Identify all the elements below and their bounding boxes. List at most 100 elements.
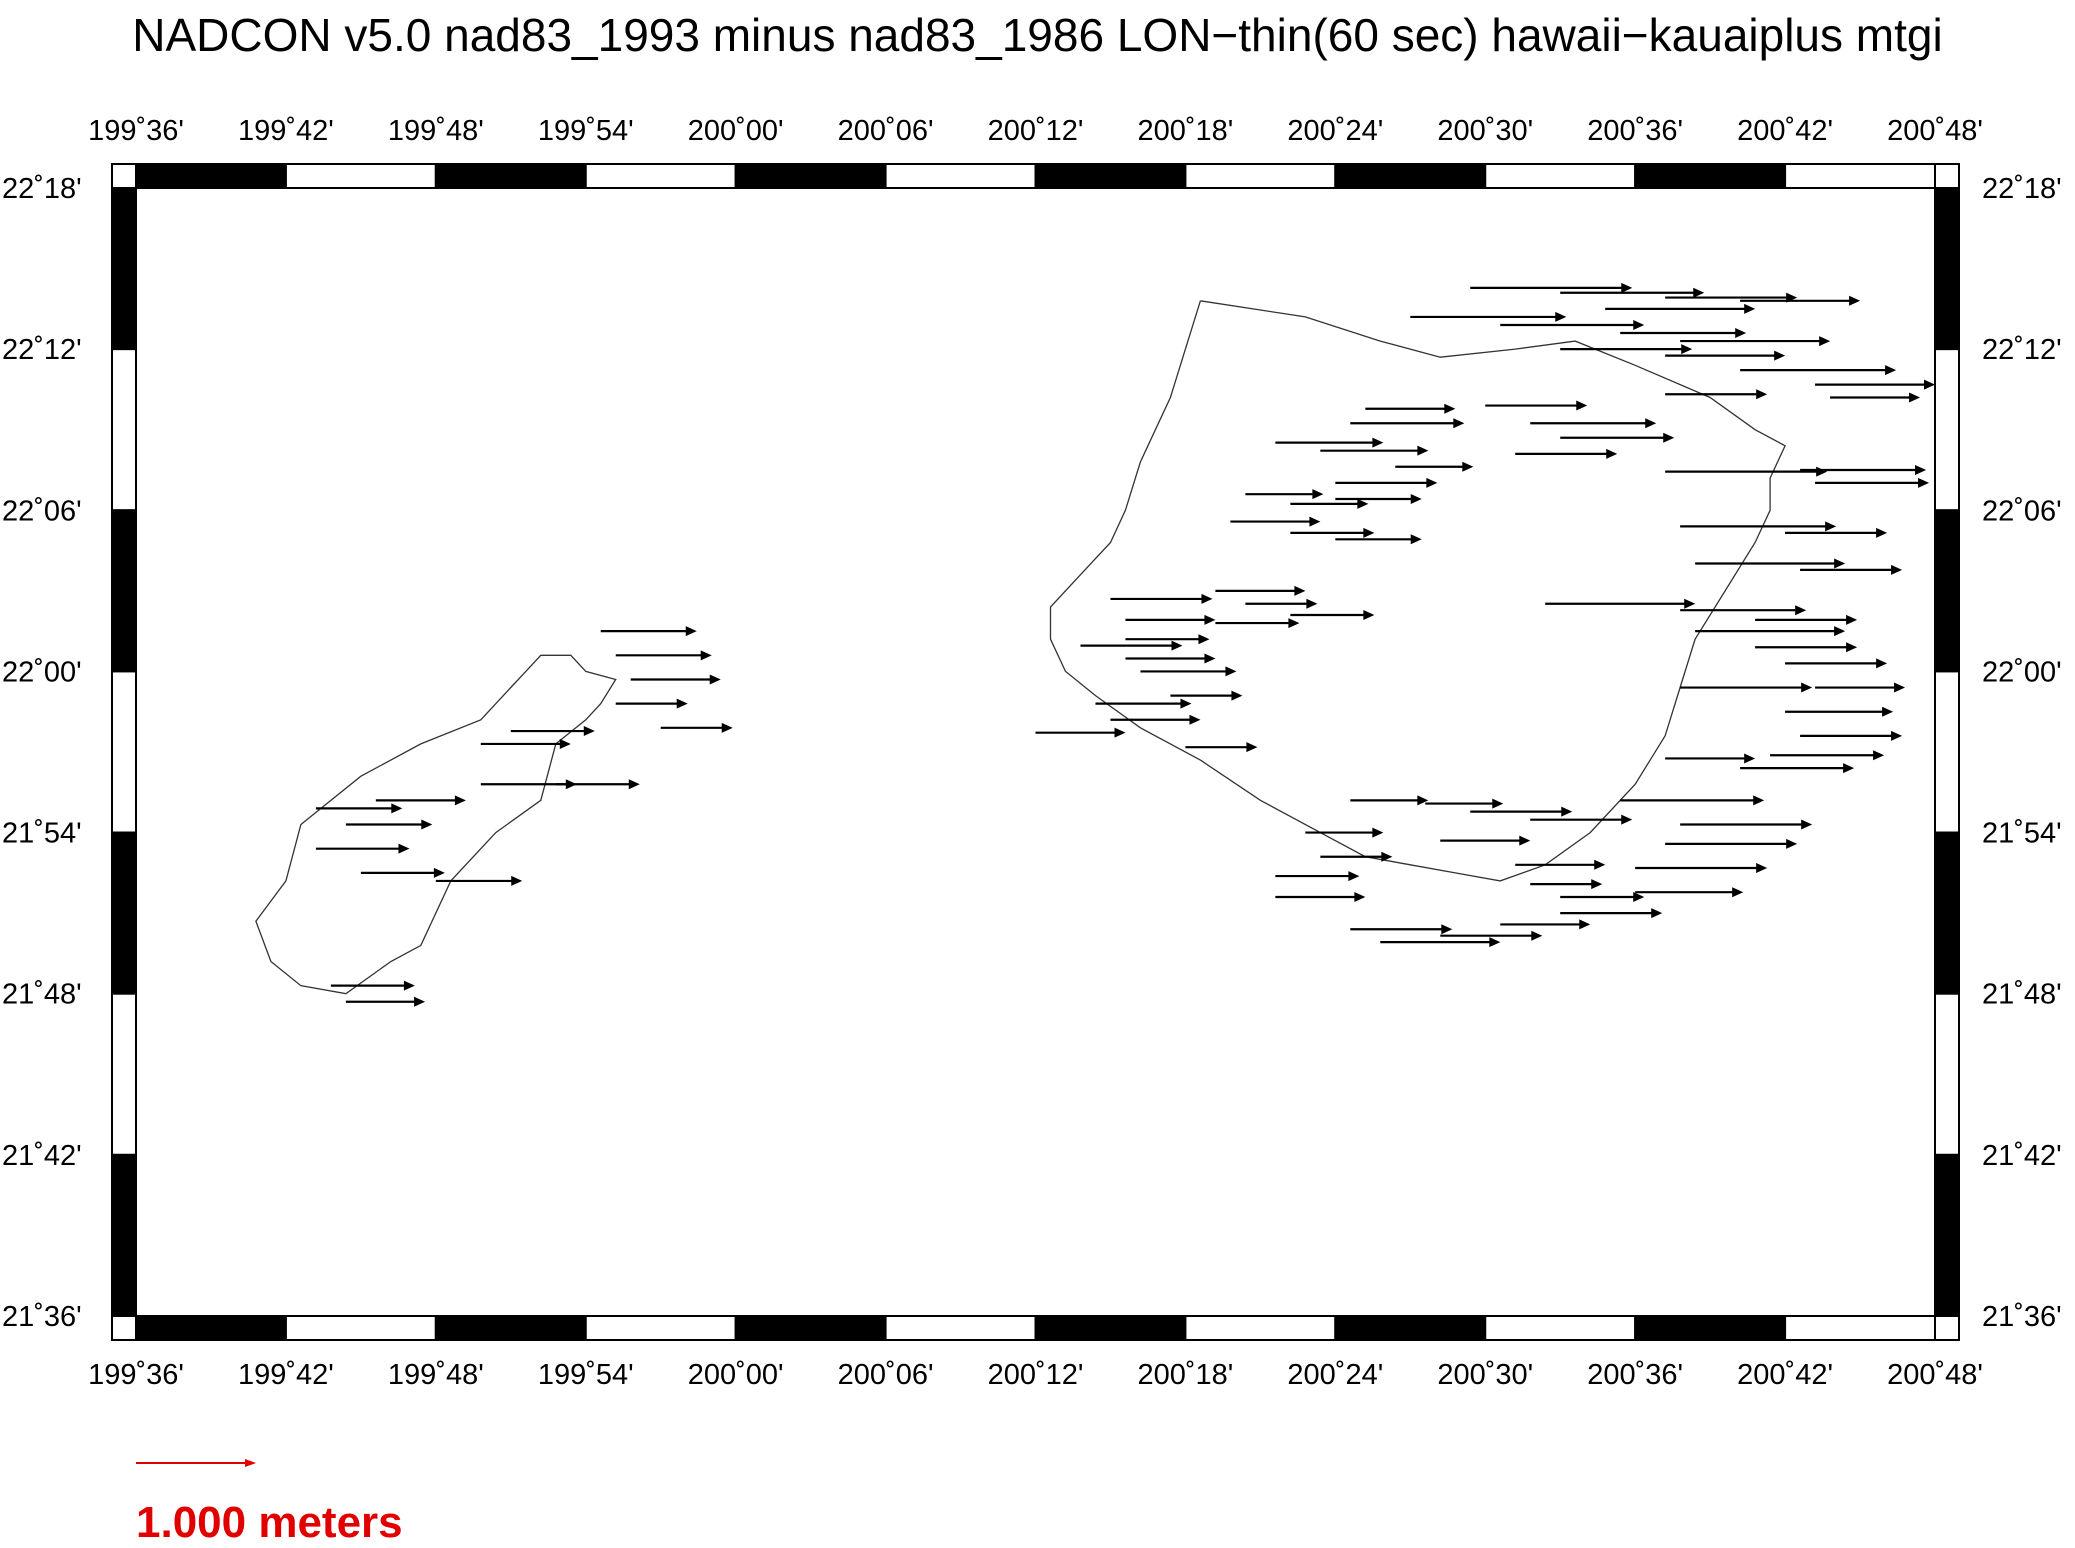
lon-tick-label-top: 200˚36' <box>1587 115 1683 147</box>
scale-label: 1.000 meters <box>136 1498 403 1547</box>
vector-head <box>1492 798 1504 809</box>
displacement-vector <box>1350 418 1465 429</box>
vector-head <box>1825 521 1837 532</box>
frame-segment-left <box>111 187 137 351</box>
lon-tick-label-bottom: 199˚42' <box>238 1359 334 1391</box>
displacement-vector <box>1635 863 1768 874</box>
displacement-vector <box>1095 698 1192 709</box>
frame-segment-bottom <box>284 1315 437 1341</box>
vector-head <box>1246 742 1258 753</box>
frame-segment-right <box>1934 992 1960 1156</box>
lon-tick-label-bottom: 200˚06' <box>838 1359 934 1391</box>
coastline-kauai <box>1049 300 1786 882</box>
vector-head <box>1189 714 1201 725</box>
map-plot-area <box>135 187 1936 1317</box>
displacement-vector <box>1110 714 1201 725</box>
vector-head <box>1348 871 1360 882</box>
frame-segment-left <box>111 348 137 512</box>
vector-head <box>1225 666 1237 677</box>
vector-head <box>1621 282 1633 293</box>
displacement-vector <box>615 650 712 661</box>
vector-head <box>1876 658 1888 669</box>
displacement-vector <box>1500 919 1591 930</box>
lon-tick-label-bottom: 199˚48' <box>388 1359 484 1391</box>
lon-tick-label-bottom: 200˚30' <box>1437 1359 1533 1391</box>
displacement-vector <box>1335 534 1422 545</box>
frame-segment-bottom <box>1634 1315 1787 1341</box>
vector-head <box>1198 634 1210 645</box>
vector-head <box>1444 403 1456 414</box>
frame-segment-right <box>1934 187 1960 351</box>
displacement-vector <box>1320 851 1393 862</box>
vector-head <box>1171 640 1183 651</box>
vector-head <box>1621 814 1633 825</box>
displacement-vector <box>1215 618 1300 629</box>
vector-head <box>676 698 688 709</box>
vector-field-layer <box>315 282 1935 1007</box>
vector-head <box>1819 336 1831 347</box>
vector-head <box>1732 887 1744 898</box>
displacement-vector <box>1665 389 1768 400</box>
frame-segment-top <box>1034 163 1187 189</box>
vector-head <box>1873 750 1885 761</box>
displacement-vector <box>1350 795 1429 806</box>
displacement-vector <box>1440 930 1543 941</box>
vector-head <box>559 738 571 749</box>
lon-tick-label-top: 200˚30' <box>1437 115 1533 147</box>
vector-head <box>685 626 697 637</box>
vector-head <box>1312 489 1324 500</box>
vector-head <box>1357 498 1369 509</box>
vector-head <box>1774 350 1786 361</box>
displacement-vector <box>1215 585 1306 596</box>
vector-head <box>421 819 433 830</box>
vector-head <box>709 674 721 685</box>
frame-segment-right <box>1934 509 1960 673</box>
frame-segment-bottom <box>434 1315 587 1341</box>
displacement-vector <box>1755 614 1858 625</box>
vector-head <box>1645 418 1657 429</box>
vector-head <box>1531 930 1543 941</box>
vector-head <box>1891 730 1903 741</box>
displacement-vector <box>1635 887 1744 898</box>
vector-head <box>1744 753 1756 764</box>
displacement-vector <box>600 626 697 637</box>
displacement-vector <box>1125 614 1216 625</box>
frame-segment-top <box>284 163 437 189</box>
lon-tick-label-top: 200˚00' <box>688 115 784 147</box>
lon-tick-label-top: 199˚36' <box>88 115 184 147</box>
displacement-vector <box>1800 564 1903 575</box>
lat-tick-label-left: 21˚54' <box>2 818 82 850</box>
displacement-vector <box>1815 379 1935 390</box>
vector-head <box>1363 610 1375 621</box>
vector-head <box>1441 924 1453 935</box>
frame-segment-right <box>1934 348 1960 512</box>
displacement-vector <box>1560 892 1645 903</box>
lon-tick-label-bottom: 200˚24' <box>1287 1359 1383 1391</box>
lon-tick-label-bottom: 200˚36' <box>1587 1359 1683 1391</box>
displacement-vector <box>1830 392 1921 403</box>
displacement-vector <box>1785 527 1888 538</box>
displacement-vector <box>1560 432 1675 443</box>
vector-head <box>1795 605 1807 616</box>
vector-head <box>1381 851 1393 862</box>
vector-head <box>1756 863 1768 874</box>
vector-head <box>1885 365 1897 376</box>
vector-head <box>1846 642 1858 653</box>
vector-head <box>1201 593 1213 604</box>
lon-tick-label-top: 199˚42' <box>238 115 334 147</box>
frame-segment-bottom <box>584 1315 737 1341</box>
displacement-vector <box>1470 806 1573 817</box>
vector-head <box>454 795 466 806</box>
displacement-vector <box>1395 461 1474 472</box>
displacement-vector <box>1680 336 1831 347</box>
vector-head <box>1606 448 1618 459</box>
displacement-vector <box>1695 626 1846 637</box>
vector-head <box>1693 287 1705 298</box>
map-frame <box>111 163 1960 1341</box>
displacement-vector <box>345 996 426 1007</box>
displacement-vector <box>1350 924 1453 935</box>
displacement-vector <box>1770 750 1885 761</box>
map-title: NADCON v5.0 nad83_1993 minus nad83_1986 … <box>132 9 1943 61</box>
vector-head <box>1909 392 1921 403</box>
tick-label-layer: 199˚36' 199˚36' 199˚42' 199˚42' 199˚48' 199˚4… <box>2 115 2062 1391</box>
